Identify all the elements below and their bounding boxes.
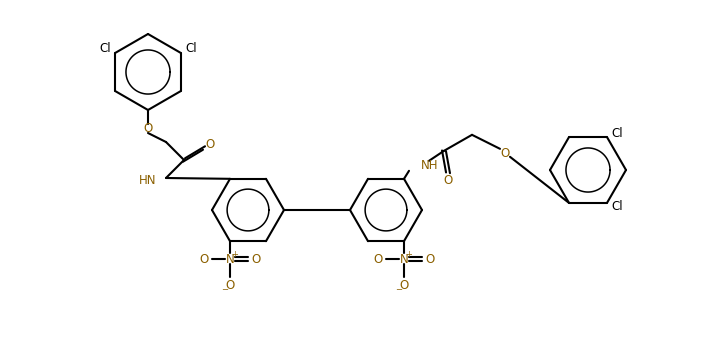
Text: HN: HN <box>139 174 156 187</box>
Text: O: O <box>225 279 234 292</box>
Text: O: O <box>251 253 261 266</box>
Text: O: O <box>205 139 215 152</box>
Text: Cl: Cl <box>185 43 197 56</box>
Text: O: O <box>500 147 510 160</box>
Text: O: O <box>399 279 409 292</box>
Text: O: O <box>425 253 435 266</box>
Text: −: − <box>221 285 229 294</box>
Text: Cl: Cl <box>99 43 111 56</box>
Text: +: + <box>232 250 238 259</box>
Text: Cl: Cl <box>611 200 623 213</box>
Text: N: N <box>399 253 408 266</box>
Text: +: + <box>406 250 412 259</box>
Text: O: O <box>444 174 452 187</box>
Text: N: N <box>226 253 234 266</box>
Text: Cl: Cl <box>611 127 623 140</box>
Text: O: O <box>373 253 383 266</box>
Text: O: O <box>143 122 152 135</box>
Text: −: − <box>396 285 402 294</box>
Text: NH: NH <box>421 159 439 172</box>
Text: O: O <box>200 253 208 266</box>
